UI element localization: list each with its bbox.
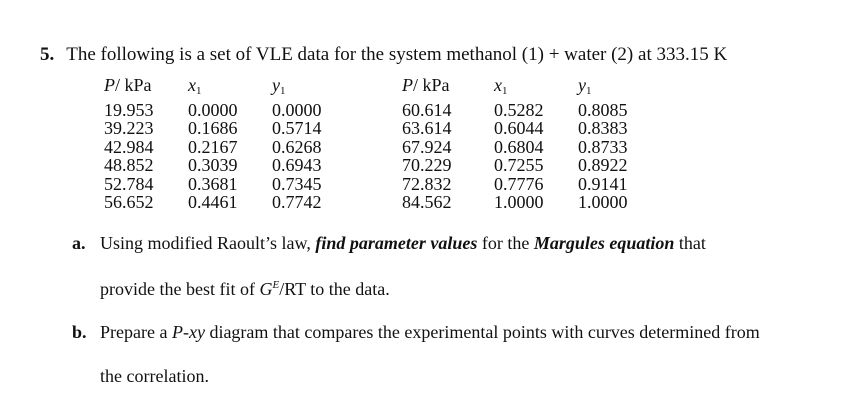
table-cell: 0.6804	[494, 136, 544, 157]
header-y1-left: y1	[272, 75, 286, 97]
table-row: 42.984 0.2167 0.6268 67.924 0.6804 0.873…	[104, 136, 648, 157]
table-cell: 0.4461	[188, 192, 238, 212]
table-cell: 0.7776	[494, 173, 544, 194]
part-a-line-1: a. Using modified Raoult’s law, find para…	[72, 233, 706, 253]
part-a-line-2: provide the best fit of GE/RT to the dat…	[100, 279, 390, 299]
table-cell: 0.2167	[188, 136, 238, 157]
table-cell: 19.953	[104, 99, 154, 120]
header-pressure-left: P/ kPa	[104, 75, 152, 95]
table-header-row: P/ kPa x1 y1 P/ kPa x1 y1	[104, 76, 648, 101]
table-cell: 0.0000	[272, 99, 322, 120]
table-cell: 56.652	[104, 192, 154, 212]
table-cell: 0.8085	[578, 99, 628, 120]
table-row: 52.784 0.3681 0.7345 72.832 0.7776 0.914…	[104, 173, 648, 194]
header-y1-right: y1	[578, 75, 592, 97]
table-cell: 70.229	[402, 155, 452, 175]
problem-statement: The following is a set of VLE data for t…	[66, 44, 728, 65]
header-x1-left: x1	[188, 75, 202, 97]
table-cell: 67.924	[402, 136, 452, 157]
header-x1-right: x1	[494, 75, 508, 97]
table-cell: 1.0000	[578, 192, 628, 212]
part-b-label: b.	[72, 322, 87, 342]
table-cell: 0.8922	[578, 155, 628, 175]
table-cell: 84.562	[402, 192, 452, 212]
table-cell: 0.9141	[578, 173, 628, 194]
table-row: 48.852 0.3039 0.6943 70.229 0.7255 0.892…	[104, 156, 648, 175]
table-cell: 60.614	[402, 99, 452, 120]
table-cell: 0.8383	[578, 118, 628, 138]
table-cell: 72.832	[402, 173, 452, 194]
problem-heading: 5. The following is a set of VLE data for…	[40, 44, 727, 66]
table-cell: 0.7345	[272, 173, 322, 194]
table-cell: 0.5714	[272, 118, 322, 138]
header-pressure-right: P/ kPa	[402, 75, 450, 95]
table-cell: 48.852	[104, 155, 154, 175]
table-cell: 0.5282	[494, 99, 544, 120]
table-cell: 63.614	[402, 118, 452, 138]
part-b-line-2: the correlation.	[100, 366, 209, 386]
table-cell: 0.3681	[188, 173, 238, 194]
table-cell: 0.8733	[578, 136, 628, 157]
table-cell: 52.784	[104, 173, 154, 194]
table-cell: 0.3039	[188, 155, 238, 175]
table-cell: 1.0000	[494, 192, 544, 212]
table-row: 19.953 0.0000 0.0000 60.614 0.5282 0.808…	[104, 99, 648, 120]
vle-data-table: P/ kPa x1 y1 P/ kPa x1 y1 19.953 0.0000 …	[104, 76, 648, 212]
table-cell: 42.984	[104, 136, 154, 157]
part-b-line-1: b. Prepare a P-xy diagram that compares t…	[72, 322, 760, 342]
table-cell: 0.6268	[272, 136, 322, 157]
table-row: 39.223 0.1686 0.5714 63.614 0.6044 0.838…	[104, 119, 648, 138]
part-a-label: a.	[72, 233, 86, 253]
table-cell: 39.223	[104, 118, 154, 138]
table-row: 56.652 0.4461 0.7742 84.562 1.0000 1.000…	[104, 193, 648, 212]
table-cell: 0.1686	[188, 118, 238, 138]
table-cell: 0.6044	[494, 118, 544, 138]
table-cell: 0.6943	[272, 155, 322, 175]
table-cell: 0.7742	[272, 192, 322, 212]
table-cell: 0.0000	[188, 99, 238, 120]
table-cell: 0.7255	[494, 155, 544, 175]
problem-number: 5.	[40, 44, 55, 65]
